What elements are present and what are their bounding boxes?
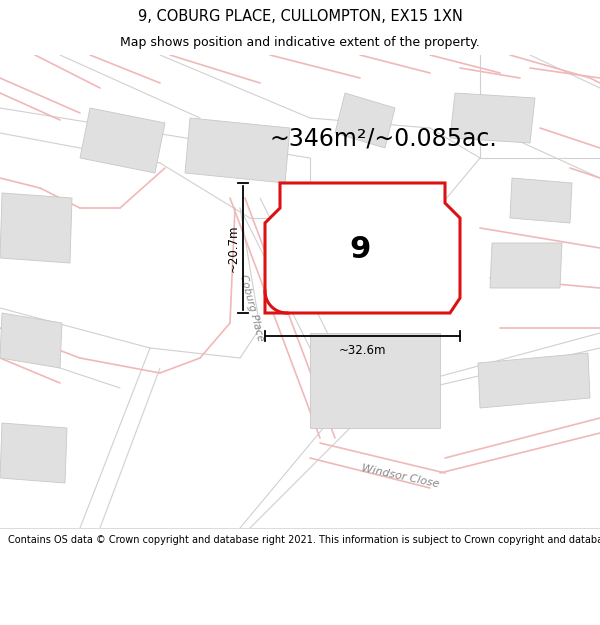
Polygon shape: [450, 93, 535, 143]
Text: Contains OS data © Crown copyright and database right 2021. This information is : Contains OS data © Crown copyright and d…: [8, 535, 600, 545]
Text: Coburg Place: Coburg Place: [238, 274, 266, 342]
Polygon shape: [80, 108, 165, 173]
Text: Map shows position and indicative extent of the property.: Map shows position and indicative extent…: [120, 36, 480, 49]
Text: Windsor Close: Windsor Close: [360, 463, 440, 489]
Polygon shape: [0, 313, 62, 368]
Polygon shape: [185, 118, 290, 183]
Polygon shape: [490, 243, 562, 288]
Polygon shape: [335, 93, 395, 148]
Text: 9: 9: [349, 236, 371, 264]
Polygon shape: [265, 183, 460, 313]
Text: ~346m²/~0.085ac.: ~346m²/~0.085ac.: [270, 126, 498, 150]
Polygon shape: [0, 423, 67, 483]
Polygon shape: [310, 333, 440, 428]
Text: ~20.7m: ~20.7m: [227, 224, 239, 272]
Polygon shape: [478, 353, 590, 408]
Polygon shape: [510, 178, 572, 223]
Text: 9, COBURG PLACE, CULLOMPTON, EX15 1XN: 9, COBURG PLACE, CULLOMPTON, EX15 1XN: [137, 9, 463, 24]
Text: ~32.6m: ~32.6m: [338, 344, 386, 356]
Polygon shape: [0, 193, 72, 263]
Polygon shape: [310, 208, 415, 258]
